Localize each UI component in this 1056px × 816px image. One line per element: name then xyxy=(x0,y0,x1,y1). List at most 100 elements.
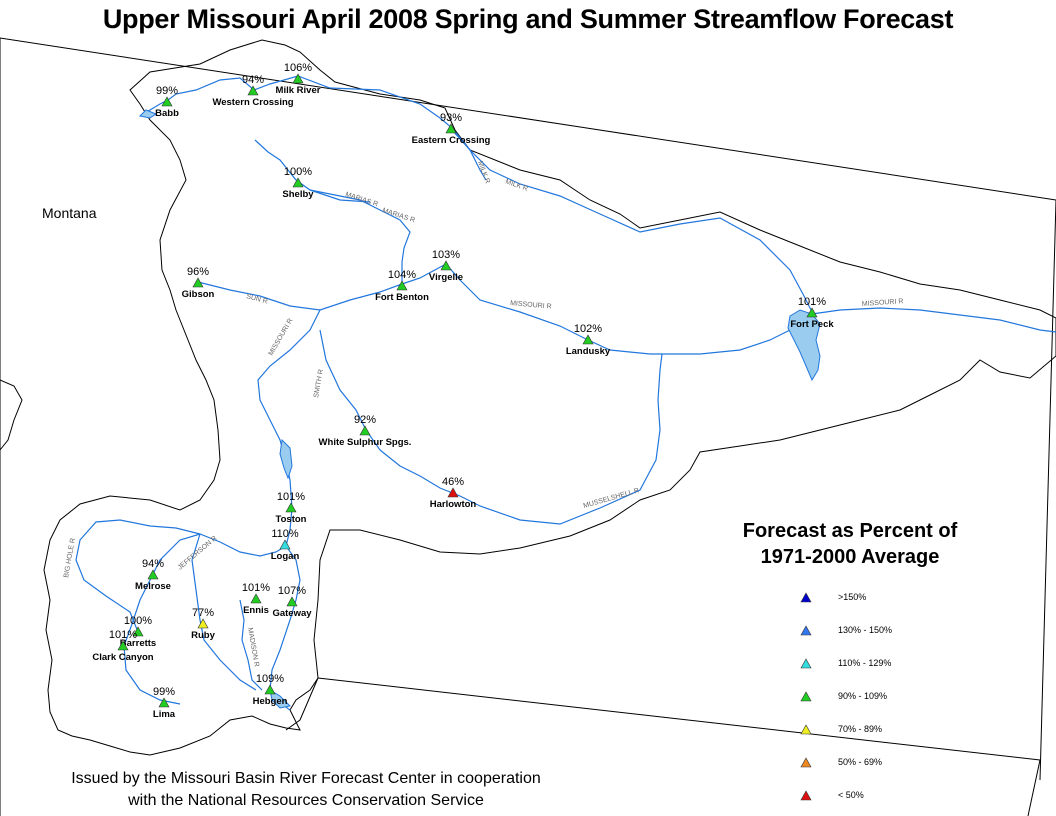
station-percent: 100% xyxy=(124,615,152,627)
station-barretts: 100% Barretts xyxy=(120,615,156,649)
station-milk-river: 106% Milk River xyxy=(276,62,321,96)
station-name: Milk River xyxy=(276,85,321,96)
river-label: MISSOURI R xyxy=(268,317,295,357)
station-triangle-icon xyxy=(247,85,259,96)
river-label: MUSSELSHELL R xyxy=(583,487,640,510)
station-name: Harlowton xyxy=(430,499,477,510)
station-triangle-icon xyxy=(264,684,276,695)
footer: Issued by the Missouri Basin River Forec… xyxy=(6,768,606,812)
legend-item: 50% - 69% xyxy=(800,757,882,768)
station-landusky: 102% Landusky xyxy=(566,323,611,357)
legend-item: >150% xyxy=(800,592,866,603)
legend-item-label: < 50% xyxy=(838,790,864,800)
legend-triangle-icon xyxy=(800,658,812,669)
station-percent: 99% xyxy=(156,85,178,97)
state-label: Montana xyxy=(42,205,97,221)
legend-item-label: 110% - 129% xyxy=(838,658,892,668)
river-label: BIG HOLE R xyxy=(63,538,77,579)
legend-triangle-icon xyxy=(800,757,812,768)
station-percent: 94% xyxy=(142,558,164,570)
station-percent: 101% xyxy=(242,582,270,594)
legend-item: 130% - 150% xyxy=(800,625,892,636)
station-percent: 106% xyxy=(284,62,312,74)
station-name: Babb xyxy=(155,108,179,119)
legend-triangle-icon xyxy=(800,790,812,801)
station-percent: 110% xyxy=(271,528,299,540)
station-percent: 109% xyxy=(256,673,284,685)
river-label: SMITH R xyxy=(313,369,325,399)
station-logan: 110% Logan xyxy=(271,528,300,562)
station-percent: 93% xyxy=(440,112,462,124)
station-triangle-icon xyxy=(806,307,818,318)
station-melrose: 94% Melrose xyxy=(135,558,171,592)
station-percent: 96% xyxy=(187,266,209,278)
legend-item: 90% - 109% xyxy=(800,691,887,702)
station-name: Ruby xyxy=(191,630,215,641)
river-label: SUN R xyxy=(245,293,268,305)
station-ennis: 101% Ennis xyxy=(242,582,270,616)
station-triangle-icon xyxy=(445,123,457,134)
station-triangle-icon xyxy=(359,425,371,436)
station-name: Western Crossing xyxy=(212,97,293,108)
station-name: Gateway xyxy=(272,608,312,619)
station-gateway: 107% Gateway xyxy=(272,585,312,619)
station-triangle-icon xyxy=(292,73,304,84)
river-labels: MILK R MILK R MARIAS R MARIAS R SUN R MI… xyxy=(63,160,904,667)
station-name: Fort Peck xyxy=(790,319,834,330)
basin-outline xyxy=(43,39,1056,756)
river-label: MILK R xyxy=(476,160,491,184)
station-name: Landusky xyxy=(566,346,611,357)
station-harlowton: 46% Harlowton xyxy=(430,476,477,510)
station-percent: 99% xyxy=(153,686,175,698)
station-eastern-crossing: 93% Eastern Crossing xyxy=(412,112,491,146)
station-triangle-icon xyxy=(117,640,129,651)
river-label: MISSOURI R xyxy=(510,300,552,311)
station-name: Hebgen xyxy=(253,696,288,707)
station-babb: 99% Babb xyxy=(155,85,179,119)
station-triangle-icon xyxy=(279,539,291,550)
legend-title-line1: Forecast as Percent of xyxy=(742,520,958,542)
station-triangle-icon xyxy=(447,487,459,498)
station-percent: 77% xyxy=(192,607,214,619)
station-western-crossing: 94% Western Crossing xyxy=(212,74,293,108)
station-triangle-icon xyxy=(132,626,144,637)
legend-item: 110% - 129% xyxy=(800,658,891,669)
station-name: Melrose xyxy=(135,581,171,592)
station-triangle-icon xyxy=(582,334,594,345)
lakes xyxy=(138,109,821,709)
station-triangle-icon xyxy=(396,280,408,291)
station-triangle-icon xyxy=(147,569,159,580)
station-name: White Sulphur Spgs. xyxy=(319,437,412,448)
station-triangle-icon xyxy=(158,697,170,708)
station-percent: 104% xyxy=(388,269,416,281)
station-percent: 46% xyxy=(442,476,464,488)
stations: 99% Babb 94% Western Crossing 106% Milk River… xyxy=(92,62,834,720)
station-triangle-icon xyxy=(197,618,209,629)
page-title: Upper Missouri April 2008 Spring and Sum… xyxy=(102,4,954,34)
station-triangle-icon xyxy=(440,260,452,271)
station-hebgen: 109% Hebgen xyxy=(253,673,288,707)
station-triangle-icon xyxy=(286,596,298,607)
station-lima: 99% Lima xyxy=(153,686,176,720)
legend-title: Forecast as Percent of 1971-2000 Average xyxy=(690,518,1010,570)
legend-title-line2: 1971-2000 Average xyxy=(760,546,940,568)
station-percent: 102% xyxy=(574,323,602,335)
station-fort-peck: 101% Fort Peck xyxy=(790,296,834,330)
river-label: MILK R xyxy=(504,178,528,193)
station-name: Logan xyxy=(271,551,300,562)
station-percent: 103% xyxy=(432,249,460,261)
river-label: MARIAS R xyxy=(381,207,415,224)
legend-triangle-icon xyxy=(800,691,812,702)
station-name: Toston xyxy=(276,514,307,525)
station-triangle-icon xyxy=(192,277,204,288)
station-triangle-icon xyxy=(250,593,262,604)
station-name: Eastern Crossing xyxy=(412,135,491,146)
footer-line2: with the National Resources Conservation… xyxy=(128,792,484,809)
station-triangle-icon xyxy=(285,502,297,513)
river-label: MISSOURI R xyxy=(862,298,904,308)
station-percent: 101% xyxy=(798,296,826,308)
neighbor-boundary xyxy=(0,379,23,451)
station-gibson: 96% Gibson xyxy=(182,266,215,300)
legend-item-label: 50% - 69% xyxy=(838,757,883,767)
